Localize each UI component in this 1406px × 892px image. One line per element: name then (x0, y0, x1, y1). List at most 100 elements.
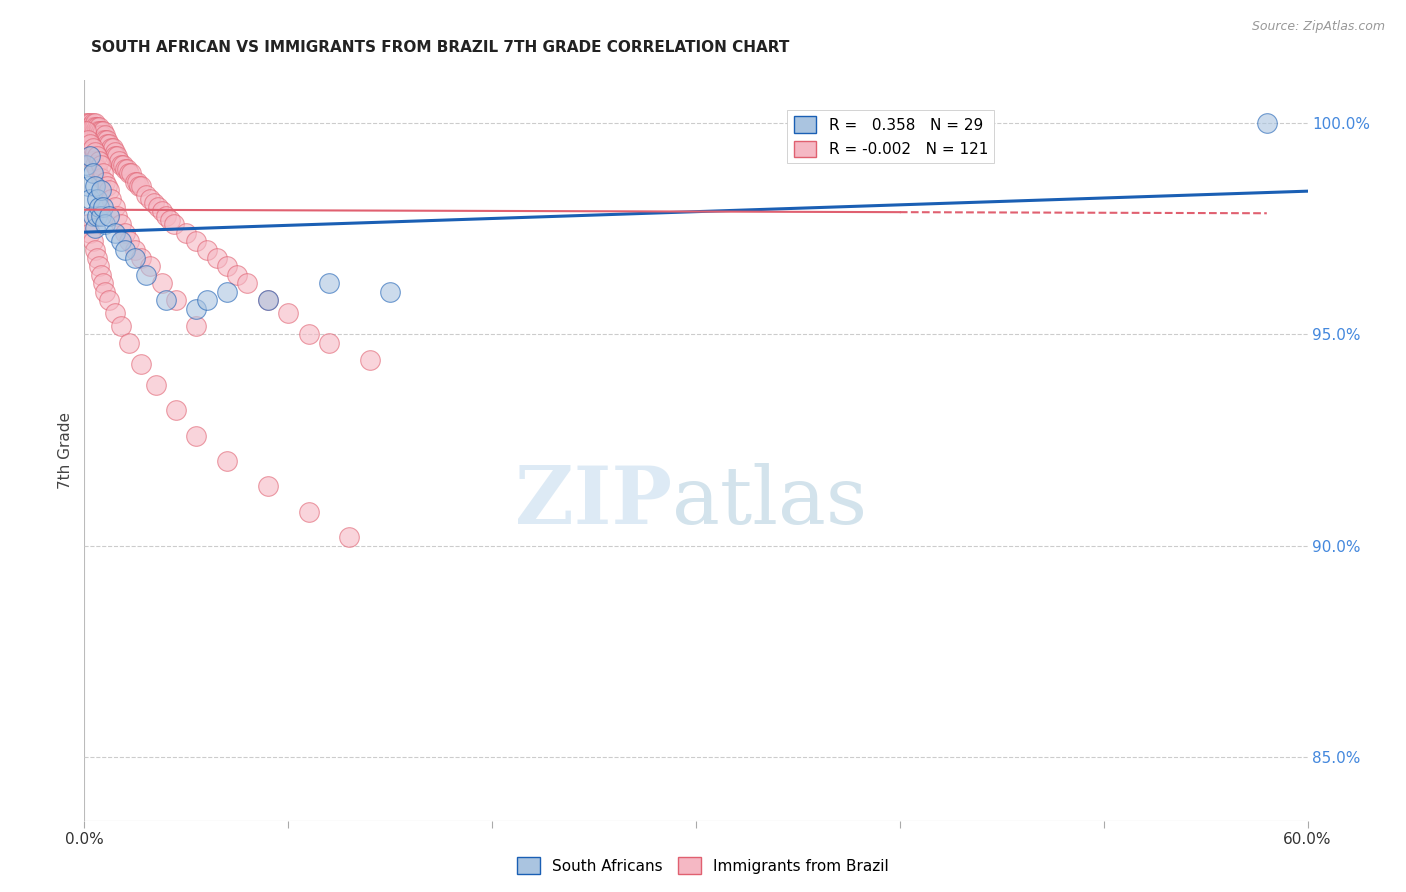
Point (118, 335, 141, 350)
Point (96, 179, 118, 194)
Point (77, 132, 100, 146)
Point (277, 306, 299, 320)
Point (97, 136, 120, 151)
Point (79, 149, 101, 163)
Point (226, 268, 249, 282)
Point (77, 115, 100, 129)
Point (131, 251, 153, 265)
Point (79, 132, 101, 146)
Legend: R =   0.358   N = 29, R = -0.002   N = 121: R = 0.358 N = 29, R = -0.002 N = 121 (787, 110, 994, 163)
Text: Source: ZipAtlas.com: Source: ZipAtlas.com (1251, 20, 1385, 33)
Point (257, 293, 280, 308)
Point (257, 479, 280, 493)
Point (82, 209, 104, 223)
Point (96, 132, 118, 146)
Point (82, 153, 104, 168)
Point (108, 153, 131, 168)
Point (150, 277, 173, 291)
Point (217, 285, 239, 299)
Point (83, 145, 105, 160)
Point (79, 149, 101, 163)
Point (100, 192, 122, 206)
Point (77, 145, 100, 160)
Point (87, 153, 110, 168)
Point (97, 209, 120, 223)
Point (83, 243, 105, 257)
Point (110, 158, 132, 172)
Point (79, 136, 101, 151)
Point (93, 285, 115, 299)
Point (142, 196, 165, 211)
Point (120, 166, 142, 180)
Point (86, 120, 108, 134)
Point (124, 251, 146, 265)
Point (75, 124, 97, 138)
Point (127, 175, 149, 189)
Point (131, 357, 153, 371)
Point (86, 251, 108, 265)
Point (186, 318, 208, 333)
Point (104, 226, 127, 240)
Point (87, 128, 110, 143)
Point (217, 260, 239, 274)
Point (75, 115, 97, 129)
Point (217, 454, 239, 468)
Point (110, 234, 132, 248)
Point (75, 158, 97, 172)
Point (165, 403, 187, 417)
Point (86, 192, 108, 206)
Point (90, 128, 112, 143)
Point (77, 124, 100, 138)
Point (104, 306, 127, 320)
Point (195, 293, 218, 308)
Point (91, 166, 114, 180)
Point (82, 115, 104, 129)
Point (138, 192, 160, 206)
Point (318, 277, 340, 291)
Point (79, 128, 101, 143)
Point (75, 124, 97, 138)
Point (87, 124, 110, 138)
Point (79, 192, 101, 206)
Point (165, 293, 187, 308)
Point (339, 530, 361, 544)
Point (82, 120, 104, 134)
Point (90, 124, 112, 138)
Point (114, 243, 136, 257)
Point (110, 318, 132, 333)
Point (112, 158, 135, 172)
Point (155, 293, 177, 308)
Text: SOUTH AFRICAN VS IMMIGRANTS FROM BRAZIL 7TH GRADE CORRELATION CHART: SOUTH AFRICAN VS IMMIGRANTS FROM BRAZIL … (91, 40, 790, 55)
Point (93, 128, 115, 143)
Legend: South Africans, Immigrants from Brazil: South Africans, Immigrants from Brazil (510, 851, 896, 880)
Point (380, 285, 402, 299)
Point (104, 200, 127, 214)
Point (83, 179, 105, 194)
Point (146, 200, 169, 214)
Point (155, 209, 177, 223)
Point (90, 183, 112, 197)
Point (90, 158, 112, 172)
Point (174, 226, 197, 240)
Point (90, 132, 112, 146)
Point (257, 293, 280, 308)
Point (104, 145, 127, 160)
Point (105, 209, 128, 223)
Point (135, 187, 157, 202)
Point (118, 166, 141, 180)
Point (83, 120, 105, 134)
Point (77, 179, 100, 194)
Point (91, 277, 114, 291)
Point (105, 149, 128, 163)
Point (114, 162, 136, 177)
Point (97, 183, 120, 197)
Point (86, 209, 108, 223)
Point (83, 115, 105, 129)
Text: ZIP: ZIP (515, 463, 672, 541)
Point (86, 149, 108, 163)
Point (118, 234, 141, 248)
Point (128, 179, 150, 194)
Point (79, 124, 101, 138)
Point (90, 170, 112, 185)
Point (236, 277, 259, 291)
